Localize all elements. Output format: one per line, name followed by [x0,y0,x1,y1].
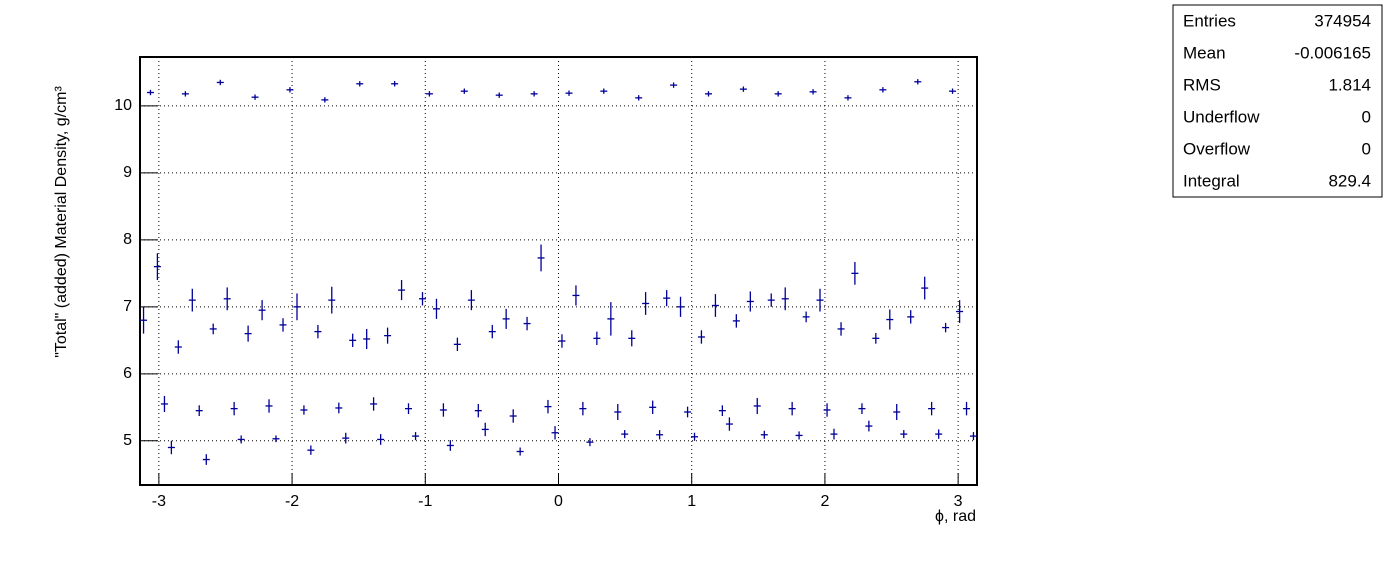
y-tick-label: 6 [123,365,132,382]
stat-label: Mean [1183,43,1226,62]
x-tick-label: -1 [418,493,432,510]
y-axis-title: "Total" (added) Material Density, g/cm³ [53,86,70,358]
stat-label: Integral [1183,171,1240,190]
stat-value: -0.006165 [1294,43,1371,62]
x-tick-label: 2 [820,493,829,510]
stat-value: 0 [1362,107,1371,126]
stat-value: 0 [1362,139,1371,158]
x-tick-label: 0 [554,493,563,510]
stat-value: 1.814 [1328,75,1371,94]
y-tick-label: 9 [123,164,132,181]
y-tick-label: 7 [123,298,132,315]
y-tick-label: 8 [123,231,132,248]
stats-box [1172,4,1383,198]
x-tick-label: -2 [285,493,299,510]
x-tick-label: 3 [954,493,963,510]
stat-label: Underflow [1183,107,1260,126]
x-tick-label: -3 [152,493,166,510]
stat-value: 829.4 [1328,171,1371,190]
stat-label: RMS [1183,75,1221,94]
y-tick-label: 5 [123,432,132,449]
stat-label: Entries [1183,11,1236,30]
stat-value: 374954 [1314,11,1371,30]
stat-label: Overflow [1183,139,1251,158]
y-tick-label: 10 [114,97,132,114]
x-tick-label: 1 [687,493,696,510]
x-axis-title: ϕ, rad [935,508,976,525]
